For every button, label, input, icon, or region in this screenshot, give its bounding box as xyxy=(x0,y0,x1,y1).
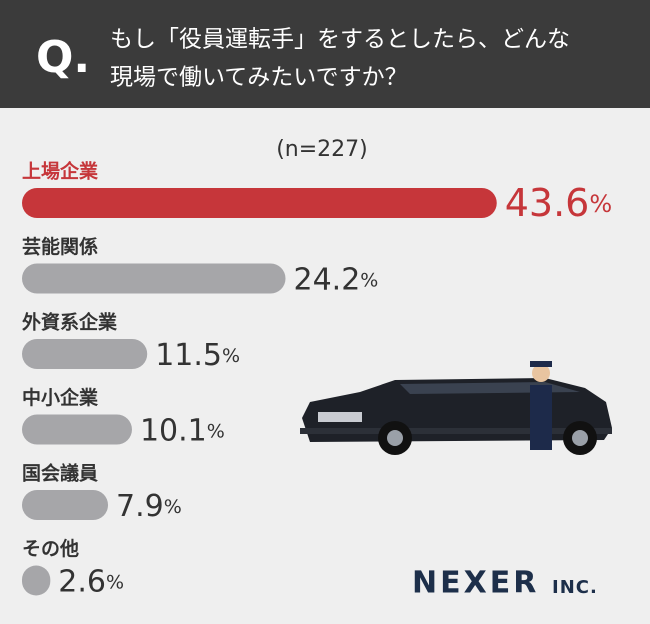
logo-name: NEXER xyxy=(412,566,539,601)
value-label: 43.6% xyxy=(505,181,612,225)
bar xyxy=(22,263,286,294)
category-label: 上場企業 xyxy=(22,160,99,183)
category-label: 外資系企業 xyxy=(22,311,118,334)
value-label: 7.9% xyxy=(116,489,182,524)
bar xyxy=(22,490,109,520)
category-label: 国会議員 xyxy=(22,462,98,485)
logo-suffix: INC. xyxy=(552,577,598,598)
header-band xyxy=(0,0,650,108)
category-label: 中小企業 xyxy=(22,386,99,409)
value-label: 11.5% xyxy=(155,338,240,373)
sample-size: (n=227) xyxy=(276,137,368,162)
value-label: 2.6% xyxy=(58,564,124,599)
bar xyxy=(22,414,132,445)
question-mark: Q. xyxy=(36,32,90,83)
question-line: 現場で働いてみたいですか？ xyxy=(110,65,408,91)
bar xyxy=(22,188,497,218)
bar xyxy=(22,565,51,596)
category-label: その他 xyxy=(22,537,79,560)
category-label: 芸能関係 xyxy=(22,235,98,258)
value-label: 24.2% xyxy=(294,262,379,297)
limousine-illustration xyxy=(300,361,612,455)
bar xyxy=(22,339,148,369)
question-line: もし「役員運転手」をするとしたら、どんな xyxy=(110,27,570,53)
value-label: 10.1% xyxy=(140,413,225,448)
